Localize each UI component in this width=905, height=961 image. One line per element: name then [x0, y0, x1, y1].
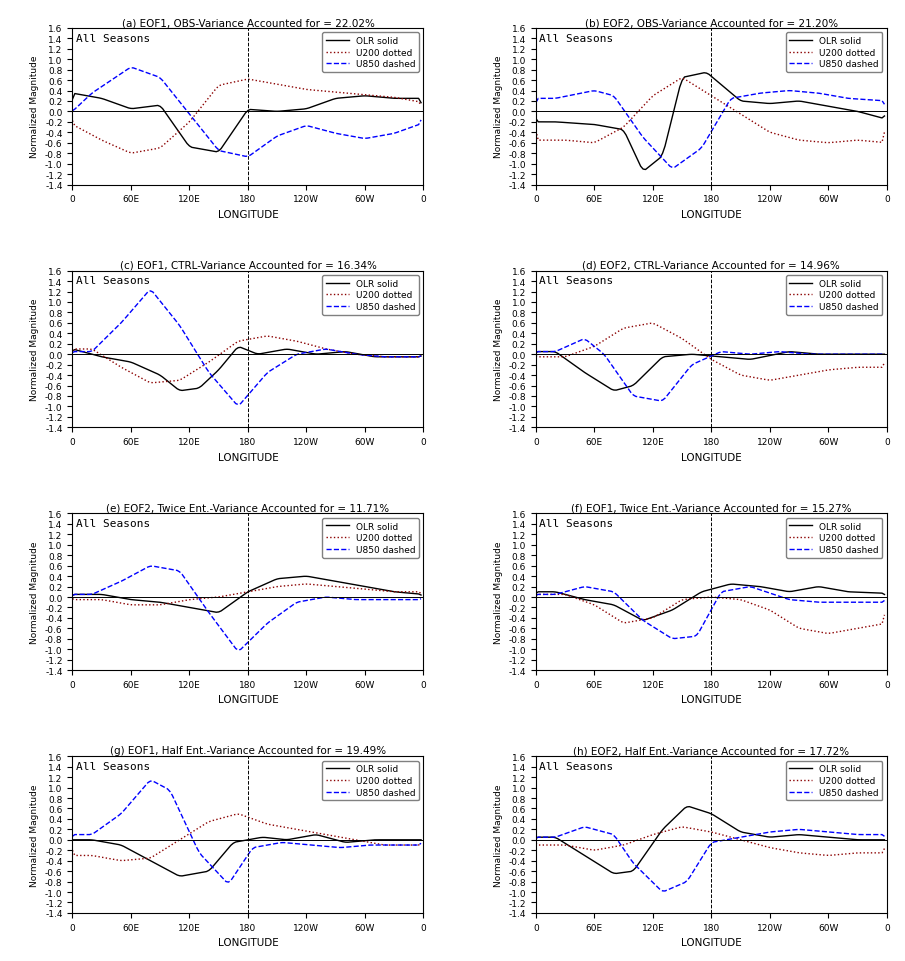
Text: All Seasons: All Seasons: [539, 34, 614, 43]
Title: (h) EOF2, Half Ent.-Variance Accounted for = 17.72%: (h) EOF2, Half Ent.-Variance Accounted f…: [573, 746, 850, 755]
Legend: OLR solid, U200 dotted, U850 dashed: OLR solid, U200 dotted, U850 dashed: [786, 34, 882, 73]
Text: All Seasons: All Seasons: [76, 761, 150, 771]
Title: (e) EOF2, Twice Ent.-Variance Accounted for = 11.71%: (e) EOF2, Twice Ent.-Variance Accounted …: [107, 504, 389, 513]
Title: (g) EOF1, Half Ent.-Variance Accounted for = 19.49%: (g) EOF1, Half Ent.-Variance Accounted f…: [110, 746, 386, 755]
Y-axis label: Normalized Magnitude: Normalized Magnitude: [31, 541, 40, 643]
Legend: OLR solid, U200 dotted, U850 dashed: OLR solid, U200 dotted, U850 dashed: [322, 34, 419, 73]
Legend: OLR solid, U200 dotted, U850 dashed: OLR solid, U200 dotted, U850 dashed: [786, 276, 882, 315]
Text: All Seasons: All Seasons: [76, 276, 150, 286]
Legend: OLR solid, U200 dotted, U850 dashed: OLR solid, U200 dotted, U850 dashed: [322, 518, 419, 558]
Title: (d) EOF2, CTRL-Variance Accounted for = 14.96%: (d) EOF2, CTRL-Variance Accounted for = …: [583, 260, 840, 271]
Title: (a) EOF1, OBS-Variance Accounted for = 22.02%: (a) EOF1, OBS-Variance Accounted for = 2…: [121, 18, 375, 28]
Legend: OLR solid, U200 dotted, U850 dashed: OLR solid, U200 dotted, U850 dashed: [322, 276, 419, 315]
Text: All Seasons: All Seasons: [539, 276, 614, 286]
X-axis label: LONGITUDE: LONGITUDE: [217, 937, 279, 948]
Y-axis label: Normalized Magnitude: Normalized Magnitude: [31, 56, 40, 159]
Legend: OLR solid, U200 dotted, U850 dashed: OLR solid, U200 dotted, U850 dashed: [786, 761, 882, 801]
Text: All Seasons: All Seasons: [539, 519, 614, 529]
X-axis label: LONGITUDE: LONGITUDE: [681, 209, 742, 219]
X-axis label: LONGITUDE: LONGITUDE: [681, 695, 742, 704]
Y-axis label: Normalized Magnitude: Normalized Magnitude: [494, 299, 503, 401]
Y-axis label: Normalized Magnitude: Normalized Magnitude: [31, 299, 40, 401]
Y-axis label: Normalized Magnitude: Normalized Magnitude: [494, 56, 503, 159]
X-axis label: LONGITUDE: LONGITUDE: [217, 452, 279, 462]
X-axis label: LONGITUDE: LONGITUDE: [217, 695, 279, 704]
Title: (b) EOF2, OBS-Variance Accounted for = 21.20%: (b) EOF2, OBS-Variance Accounted for = 2…: [585, 18, 838, 28]
Title: (c) EOF1, CTRL-Variance Accounted for = 16.34%: (c) EOF1, CTRL-Variance Accounted for = …: [119, 260, 376, 271]
Y-axis label: Normalized Magnitude: Normalized Magnitude: [494, 783, 503, 886]
Title: (f) EOF1, Twice Ent.-Variance Accounted for = 15.27%: (f) EOF1, Twice Ent.-Variance Accounted …: [571, 504, 852, 513]
Text: All Seasons: All Seasons: [76, 519, 150, 529]
Y-axis label: Normalized Magnitude: Normalized Magnitude: [31, 783, 40, 886]
Legend: OLR solid, U200 dotted, U850 dashed: OLR solid, U200 dotted, U850 dashed: [786, 518, 882, 558]
X-axis label: LONGITUDE: LONGITUDE: [681, 452, 742, 462]
X-axis label: LONGITUDE: LONGITUDE: [681, 937, 742, 948]
Text: All Seasons: All Seasons: [539, 761, 614, 771]
Y-axis label: Normalized Magnitude: Normalized Magnitude: [494, 541, 503, 643]
Legend: OLR solid, U200 dotted, U850 dashed: OLR solid, U200 dotted, U850 dashed: [322, 761, 419, 801]
X-axis label: LONGITUDE: LONGITUDE: [217, 209, 279, 219]
Text: All Seasons: All Seasons: [76, 34, 150, 43]
